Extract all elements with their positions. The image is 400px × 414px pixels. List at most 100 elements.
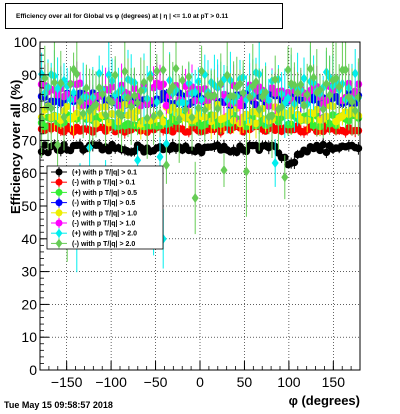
data-point <box>150 111 158 122</box>
data-point <box>326 90 334 101</box>
data-point <box>201 105 209 116</box>
data-point <box>172 63 180 74</box>
data-point <box>271 74 279 85</box>
x-tick-label: 50 <box>237 374 253 390</box>
data-point <box>182 104 190 115</box>
data-point <box>73 68 81 79</box>
data-point <box>198 66 206 77</box>
data-point <box>316 84 324 95</box>
legend-label: (-) with p T/|q| > 1.0 <box>72 221 135 228</box>
data-point <box>351 105 359 116</box>
data-point <box>322 78 330 89</box>
y-tick-label: 80 <box>21 100 37 116</box>
data-point <box>70 87 78 98</box>
data-point <box>230 91 238 102</box>
y-axis-label: Efficiency over all (%) <box>8 80 23 214</box>
legend-marker <box>55 199 63 207</box>
data-point <box>246 92 254 103</box>
legend-label: (+) with p T/|q| > 1.0 <box>72 210 137 217</box>
x-tick-label: 150 <box>322 374 346 390</box>
data-point <box>54 139 62 150</box>
data-point <box>134 97 142 108</box>
data-point <box>290 80 298 91</box>
data-point <box>191 192 199 203</box>
data-point <box>121 66 129 77</box>
data-point <box>79 108 87 119</box>
data-point <box>137 85 145 96</box>
legend: (+) with p T/|q| > 0.1 (-) with p T/|q| >… <box>46 165 164 250</box>
data-point <box>130 90 138 101</box>
data-point <box>108 97 116 108</box>
data-point <box>354 144 363 153</box>
data-point <box>98 89 106 100</box>
data-point <box>332 73 340 84</box>
data-point <box>41 122 49 131</box>
legend-marker <box>55 168 63 176</box>
axis-ticks <box>39 41 361 371</box>
data-point <box>44 148 52 157</box>
y-tick-label: 100 <box>14 34 38 50</box>
data-point <box>162 160 170 171</box>
data-point <box>278 101 286 112</box>
data-point <box>159 64 167 75</box>
data-point <box>239 87 247 98</box>
data-point <box>156 108 164 119</box>
data-point <box>127 101 135 112</box>
y-tick-label: 40 <box>21 231 37 247</box>
data-point <box>140 77 148 88</box>
data-point <box>223 70 231 81</box>
data-point <box>319 140 328 149</box>
data-point <box>185 71 193 82</box>
legend-marker <box>55 219 63 227</box>
data-point <box>217 79 225 90</box>
data-point <box>300 73 308 84</box>
data-point <box>281 172 289 183</box>
chart-title-box: Efficiency over all for Global vs φ (deg… <box>5 3 283 29</box>
data-point <box>335 81 343 92</box>
data-point <box>297 79 305 90</box>
data-point <box>105 146 113 155</box>
data-point <box>265 95 273 106</box>
series--with-p-t-q-2-0 <box>38 42 362 262</box>
x-tick-label: −100 <box>95 374 127 390</box>
data-point <box>198 94 206 105</box>
legend-label: (-) with p T/|q| > 2.0 <box>72 241 135 248</box>
data-point <box>236 101 244 110</box>
x-tick-label: −50 <box>144 374 168 390</box>
data-point <box>162 138 170 149</box>
y-tick-label: 70 <box>21 132 37 148</box>
data-point <box>220 165 228 176</box>
data-point <box>252 77 260 88</box>
y-tick-label: 30 <box>21 264 37 280</box>
data-point <box>153 97 161 108</box>
x-axis-label: φ (degrees) <box>289 393 360 408</box>
data-point <box>348 96 356 107</box>
data-point <box>57 146 65 155</box>
data-point <box>188 112 196 123</box>
data-point <box>214 103 222 114</box>
data-point <box>310 72 318 83</box>
data-point <box>159 118 167 126</box>
data-point <box>63 102 71 111</box>
legend-marker <box>55 209 63 217</box>
data-point <box>50 77 58 88</box>
legend-box <box>46 165 164 250</box>
legend-label: (+) with p T/|q| > 0.1 <box>72 170 137 177</box>
data-point <box>41 73 49 84</box>
data-point <box>233 148 241 157</box>
data-point <box>303 89 311 100</box>
data-point <box>271 158 279 169</box>
x-tick-label: 0 <box>196 374 204 390</box>
data-point <box>236 78 244 89</box>
data-point <box>342 64 350 75</box>
data-point <box>60 112 68 123</box>
data-point <box>297 115 305 124</box>
data-point <box>118 110 126 121</box>
data-point <box>309 121 318 130</box>
data-point <box>300 100 308 111</box>
data-point <box>175 113 183 124</box>
data-point <box>153 66 161 77</box>
data-point <box>95 82 103 93</box>
data-point <box>143 113 151 124</box>
data-point <box>66 78 74 89</box>
